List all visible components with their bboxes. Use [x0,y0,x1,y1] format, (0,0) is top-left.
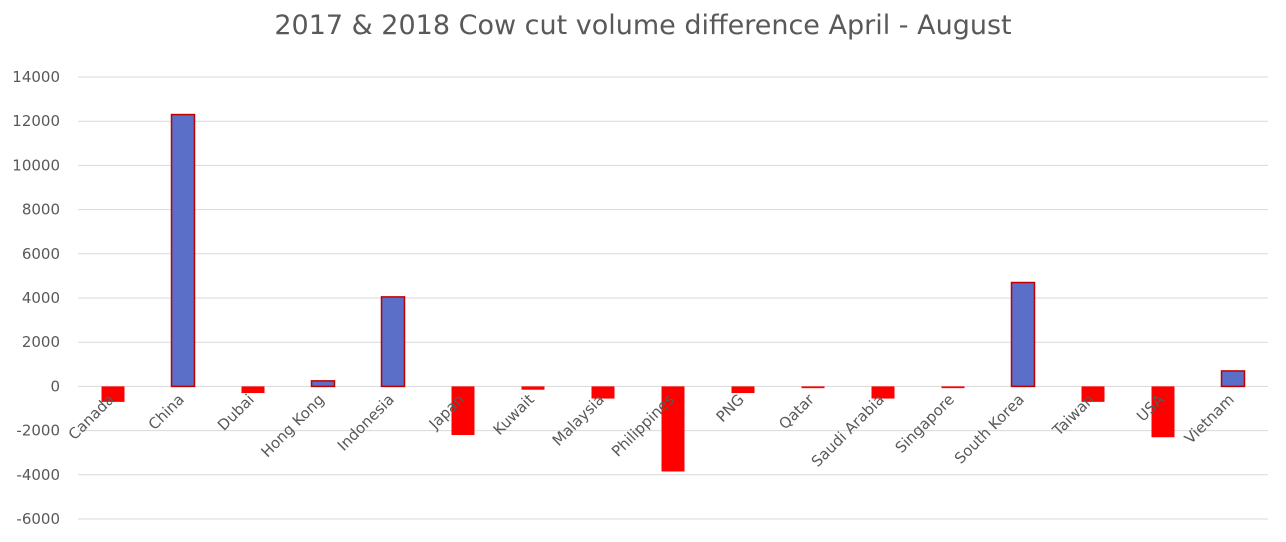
bar-canada [101,386,125,402]
x-tick-label: Dubai [214,391,258,435]
x-tick-label: PNG [713,391,748,426]
bar-china [170,113,196,388]
bar-hong-kong [310,380,336,388]
x-tick-label: Kuwait [490,390,538,438]
bar-png [731,386,755,394]
x-tick-label: Canada [65,391,118,444]
gridlines [78,76,1268,520]
x-tick-label: Singapore [892,391,958,457]
y-tick-label: 6000 [22,245,60,263]
bar-kuwait [521,386,545,390]
bar-dubai [241,386,265,394]
x-tick-label: China [145,391,188,434]
bar-indonesia [380,296,406,388]
bars [101,113,1246,472]
y-axis-ticks: 14000 12000 10000 8000 6000 4000 2000 0 -2000 -40… [12,68,60,528]
y-tick-label: 10000 [12,156,60,174]
bar-taiwan [1081,386,1105,402]
bar-japan [451,386,475,436]
bar-saudi-arabia [871,386,895,399]
y-tick-label: -2000 [16,422,60,440]
bar-usa [1151,386,1175,438]
x-tick-label: Taiwan [1048,391,1098,441]
bar-philippines [661,386,685,472]
x-tick-label: Vietnam [1181,391,1238,448]
bar-vietnam [1220,370,1246,388]
x-tick-label: Hong Kong [257,391,327,461]
y-tick-label: 4000 [22,289,60,307]
y-tick-label: -4000 [16,466,60,484]
bar-malaysia [591,386,615,399]
y-tick-label: -6000 [16,510,60,528]
bar-south-korea [1010,281,1036,388]
y-tick-label: 8000 [22,201,60,219]
bar-singapore [941,386,965,389]
x-tick-label: South Korea [951,391,1028,468]
chart-title: 2017 & 2018 Cow cut volume difference Ap… [274,10,1012,41]
x-tick-label: Malaysia [549,391,608,450]
bar-qatar [801,386,825,389]
y-tick-label: 14000 [12,68,60,86]
x-tick-label: Indonesia [334,391,398,455]
x-tick-label: Qatar [775,390,818,433]
y-tick-label: 0 [50,377,60,395]
y-tick-label: 12000 [12,112,60,130]
y-tick-label: 2000 [22,333,60,351]
